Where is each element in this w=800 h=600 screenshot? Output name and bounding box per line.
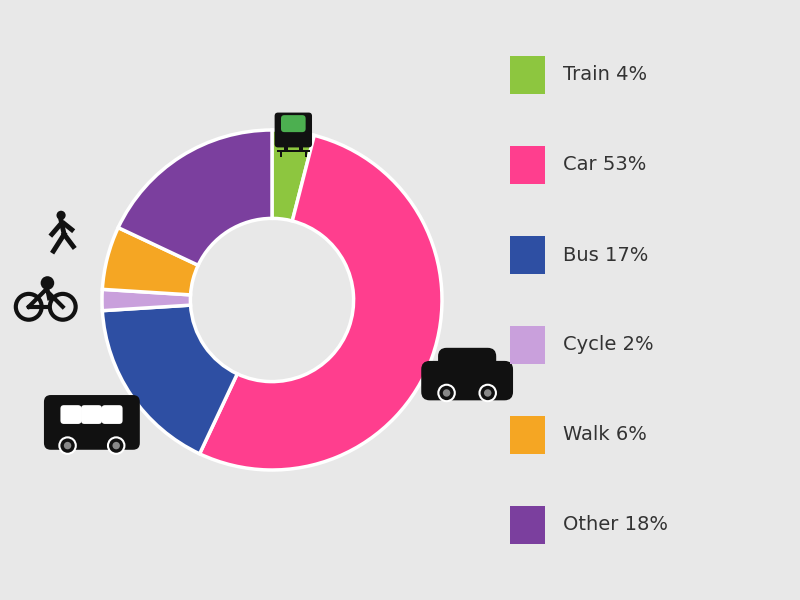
FancyBboxPatch shape — [438, 348, 496, 383]
Bar — [305, 149, 307, 157]
Circle shape — [108, 437, 125, 454]
Wedge shape — [272, 130, 314, 221]
FancyBboxPatch shape — [422, 361, 513, 400]
FancyBboxPatch shape — [510, 236, 546, 274]
Text: Bus 17%: Bus 17% — [563, 245, 649, 265]
Bar — [277, 151, 310, 152]
Wedge shape — [102, 227, 198, 295]
Text: Car 53%: Car 53% — [563, 155, 646, 175]
Circle shape — [64, 442, 71, 449]
Circle shape — [484, 389, 491, 397]
Wedge shape — [102, 289, 190, 311]
FancyBboxPatch shape — [274, 113, 312, 148]
FancyBboxPatch shape — [281, 115, 306, 132]
Text: Other 18%: Other 18% — [563, 515, 668, 535]
Circle shape — [113, 442, 120, 449]
Wedge shape — [102, 305, 238, 454]
FancyBboxPatch shape — [510, 56, 546, 94]
Wedge shape — [118, 130, 272, 265]
FancyBboxPatch shape — [61, 405, 82, 424]
Circle shape — [41, 276, 54, 290]
Circle shape — [443, 389, 450, 397]
Bar — [279, 149, 282, 157]
Circle shape — [57, 211, 66, 220]
Text: Train 4%: Train 4% — [563, 65, 647, 85]
Bar — [284, 145, 288, 151]
Wedge shape — [200, 136, 442, 470]
FancyBboxPatch shape — [510, 506, 546, 544]
Text: Cycle 2%: Cycle 2% — [563, 335, 654, 355]
FancyBboxPatch shape — [510, 326, 546, 364]
Bar — [299, 145, 303, 151]
FancyBboxPatch shape — [44, 395, 140, 450]
FancyBboxPatch shape — [510, 146, 546, 184]
FancyBboxPatch shape — [81, 405, 102, 424]
Circle shape — [438, 385, 454, 401]
Circle shape — [479, 385, 496, 401]
Circle shape — [59, 437, 76, 454]
FancyBboxPatch shape — [102, 405, 122, 424]
FancyBboxPatch shape — [510, 416, 546, 454]
Text: Walk 6%: Walk 6% — [563, 425, 647, 445]
